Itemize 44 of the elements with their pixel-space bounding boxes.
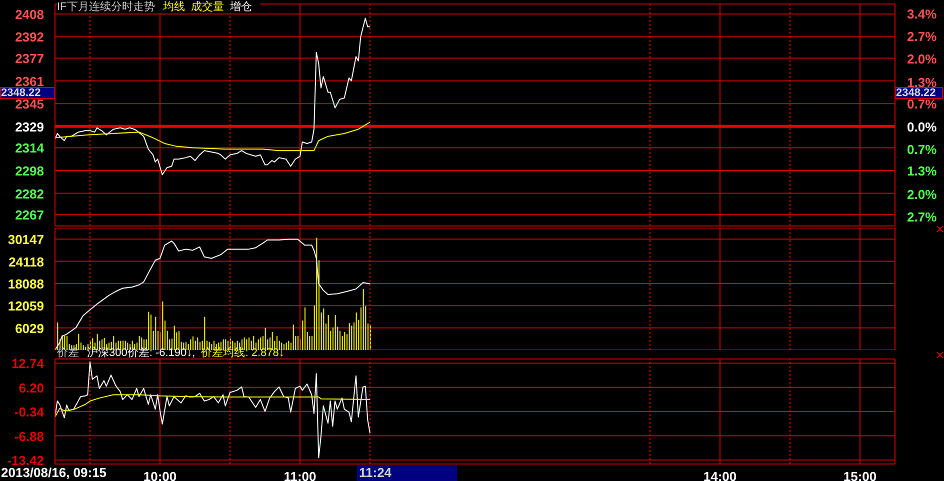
- y-tick-label: 2282: [15, 186, 44, 202]
- y-tick-label: 2408: [15, 6, 44, 22]
- y-tick-label: -6.88: [14, 428, 44, 444]
- x-tick-label: 10:00: [143, 469, 177, 481]
- series-label: 沪深300价差: [87, 347, 150, 359]
- y-tick-label: -0.34: [14, 404, 45, 420]
- y2-tick-label: 2.0%: [907, 52, 938, 67]
- y2-tick-label: 2.0%: [907, 186, 938, 202]
- y2-tick-label: 0.0%: [907, 119, 938, 134]
- y-tick-label: 2392: [15, 30, 44, 45]
- y2-tick-label: 2.7%: [907, 209, 938, 224]
- y2-tick-label: 3.4%: [907, 6, 938, 22]
- y-tick-label: 12059: [8, 298, 44, 314]
- y-tick-label: 2314: [15, 140, 45, 156]
- y-tick-label: 2298: [15, 164, 44, 178]
- text: 11:24: [357, 465, 457, 481]
- text: 均线: [162, 1, 185, 13]
- y2-tick-label: 1.3%: [907, 164, 938, 179]
- x-tick-label: 11:00: [284, 469, 316, 481]
- y-tick-label: 6.20: [18, 380, 44, 396]
- text: 2348.22: [1, 87, 41, 99]
- text: 增仓: [230, 1, 252, 13]
- y2-tick-label: 0.7%: [907, 96, 938, 112]
- text: 2013/08/16, 09:15: [1, 465, 107, 481]
- y-tick-label: -13.42: [7, 453, 44, 468]
- y-tick-label: 6029: [15, 320, 44, 336]
- text: 成交量: [190, 1, 224, 13]
- chart-title: 价差: [57, 347, 79, 359]
- chart-title: IF下月连续分时走势: [57, 1, 155, 13]
- text: 2348.22: [895, 87, 943, 99]
- y-tick-label: 2329: [15, 119, 44, 134]
- y-tick-label: 2377: [15, 51, 44, 66]
- x-tick-label: 15:00: [843, 469, 877, 481]
- y-tick-label: 30147: [8, 232, 44, 248]
- y-tick-label: 2267: [15, 208, 44, 223]
- x-tick-label: 14:00: [703, 469, 737, 481]
- y-tick-label: 12.74: [11, 356, 45, 372]
- annotation: : -6.190↓,: [149, 347, 196, 359]
- y2-tick-label: 0.7%: [907, 142, 938, 157]
- y2-tick-label: 2.7%: [907, 29, 938, 44]
- y-tick-label: 2345: [15, 96, 44, 112]
- y-tick-label: 18088: [8, 276, 44, 292]
- y-tick-label: 24118: [8, 254, 44, 270]
- y-tick-label: 2361: [15, 74, 44, 89]
